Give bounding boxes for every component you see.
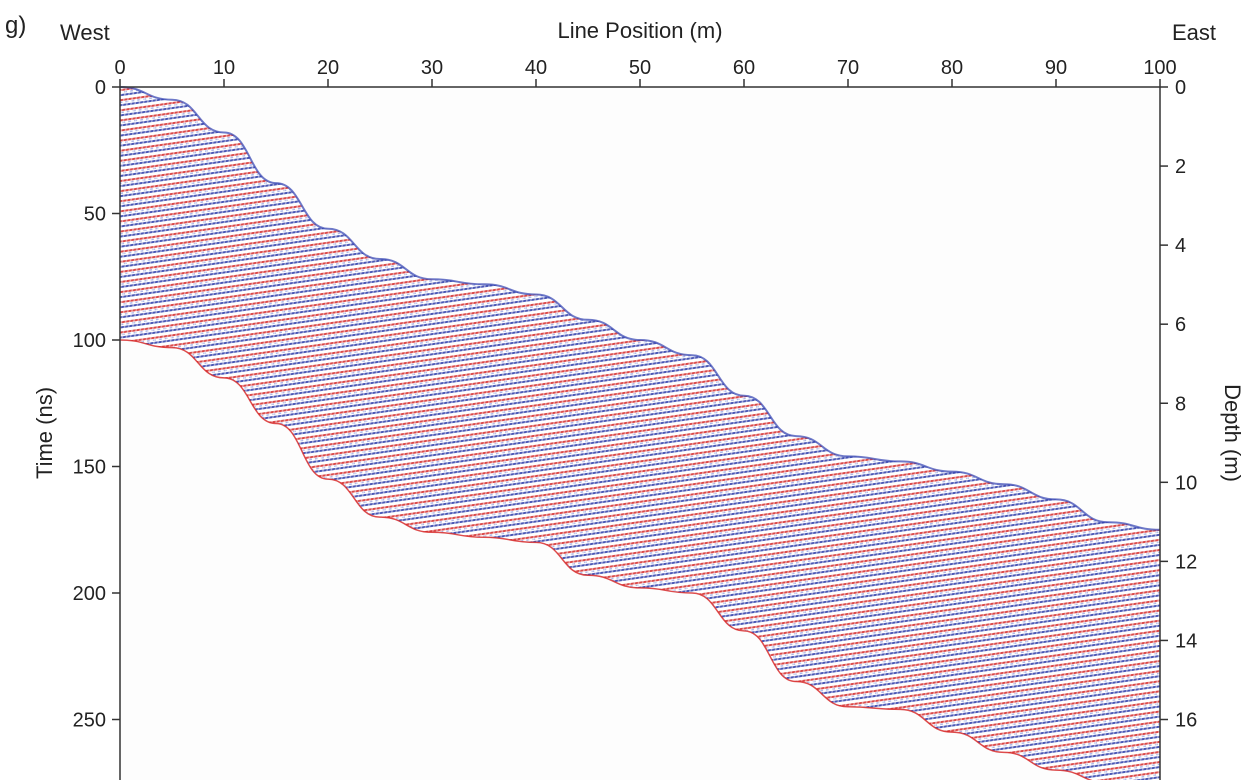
- x-tick-label: 10: [213, 57, 235, 79]
- y-tick-label: 150: [73, 457, 106, 479]
- y2-tick-label: 0: [1175, 77, 1186, 99]
- y2-tick-label: 4: [1175, 235, 1186, 257]
- y-tick-label: 100: [73, 330, 106, 352]
- east-label: East: [1172, 20, 1216, 45]
- y2-tick-label: 2: [1175, 156, 1186, 178]
- surface-reflection-line: [119, 86, 1161, 531]
- y2-tick-label: 16: [1175, 710, 1197, 732]
- y2-axis-ticks: 0 2 4 6 8 10 12 14 16: [1160, 77, 1197, 732]
- y2-tick-label: 8: [1175, 393, 1186, 415]
- x-tick-label: 80: [941, 57, 963, 79]
- x-tick-label: 30: [421, 57, 443, 79]
- x-tick-label: 90: [1045, 57, 1067, 79]
- x-tick-label: 50: [629, 57, 651, 79]
- bottom-edge-line: [119, 339, 1093, 780]
- x-tick-label: 70: [837, 57, 859, 79]
- y-tick-label: 0: [95, 77, 106, 99]
- x-tick-label: 60: [733, 57, 755, 79]
- y-axis-title: Time (ns): [32, 387, 57, 479]
- panel-label: g): [5, 12, 26, 39]
- y2-tick-label: 12: [1175, 551, 1197, 573]
- y2-axis-title: Depth (m): [1220, 384, 1245, 482]
- x-tick-label: 20: [317, 57, 339, 79]
- y-tick-label: 200: [73, 583, 106, 605]
- y2-tick-label: 14: [1175, 630, 1197, 652]
- x-axis-ticks: 0 10 20 30 40 50 60 70 80 90 100: [114, 57, 1177, 87]
- y2-tick-label: 6: [1175, 314, 1186, 336]
- y-tick-label: 250: [73, 710, 106, 732]
- y-tick-label: 50: [84, 204, 106, 226]
- data-band-group: [119, 86, 1161, 780]
- y2-tick-label: 10: [1175, 472, 1197, 494]
- x-tick-label: 0: [114, 57, 125, 79]
- radargram-texture-overlay: [120, 87, 1160, 780]
- x-axis-title: Line Position (m): [557, 18, 722, 43]
- west-label: West: [60, 20, 110, 45]
- y-axis-ticks: 0 50 100 150 200 250: [73, 77, 120, 732]
- x-tick-label: 100: [1143, 57, 1176, 79]
- x-tick-label: 40: [525, 57, 547, 79]
